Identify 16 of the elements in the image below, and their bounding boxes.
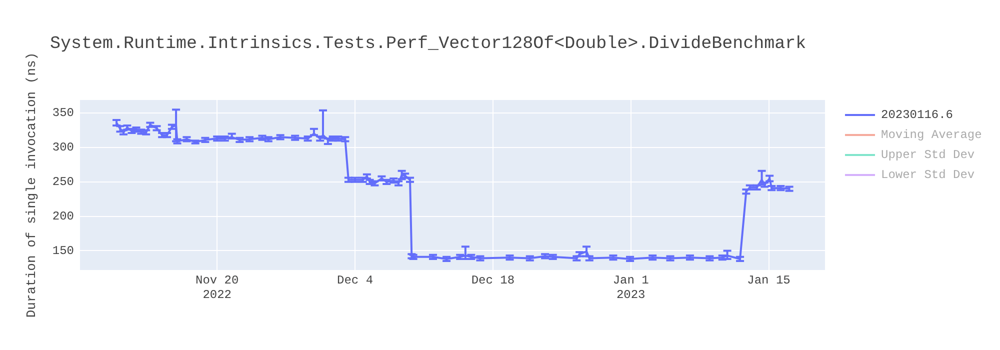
legend-label: 20230116.6 [881,108,954,122]
y-tick-label: 300 [52,140,74,155]
y-tick-label: 250 [52,175,74,190]
x-tick-label: Dec 18 [471,273,515,288]
y-axis-title: Duration of single invocation (ns) [24,52,40,318]
chart-title: System.Runtime.Intrinsics.Tests.Perf_Vector128Of<Double>.DivideBenchmark [50,34,806,54]
y-tick-label: 200 [52,209,74,224]
y-tick-label: 150 [52,244,74,258]
x-tick-label: Nov 20 2022 [195,273,239,302]
legend-label: Moving Average [881,128,982,142]
legend-label: Lower Std Dev [881,168,975,182]
legend-label: Upper Std Dev [881,148,975,162]
y-tick-label: 350 [52,106,74,120]
x-tick-label: Jan 15 [747,273,790,288]
x-tick-label: Dec 4 [337,273,374,288]
x-tick-label: Jan 1 2023 [612,273,649,302]
